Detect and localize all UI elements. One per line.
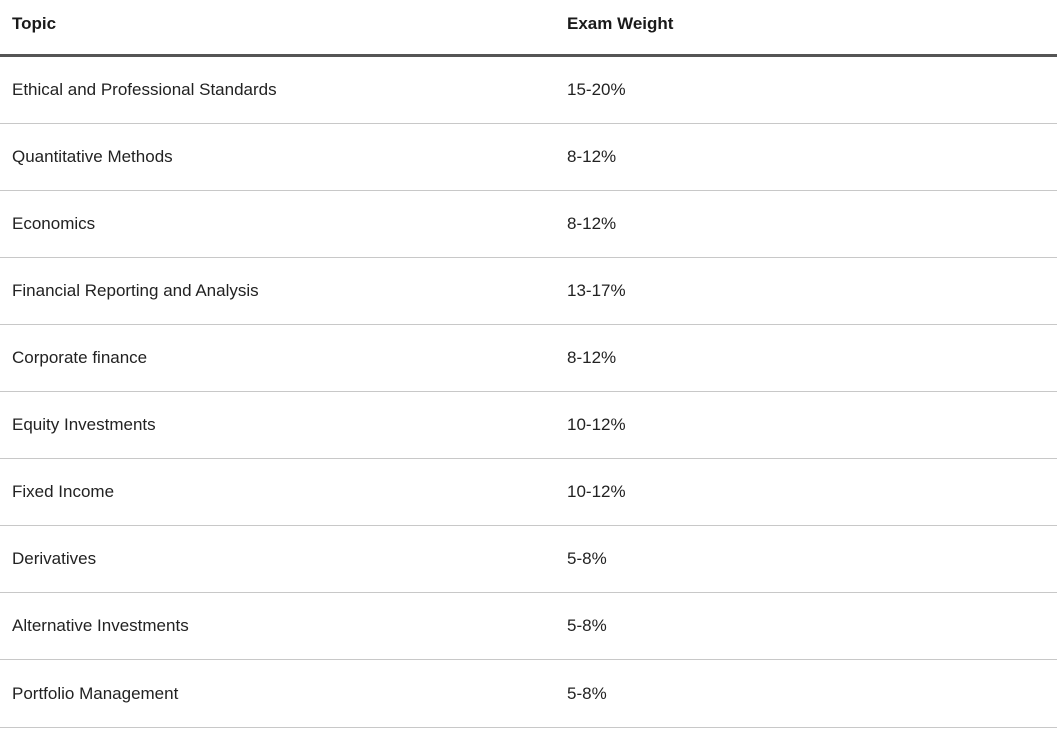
exam-weight-cell: 8-12% [567,348,617,367]
topic-cell: Financial Reporting and Analysis [12,281,259,300]
table-row: Economics 8-12% [0,191,1057,258]
exam-weight-cell: 8-12% [567,147,617,166]
exam-weight-cell: 15-20% [567,80,626,99]
table-row: Fixed Income 10-12% [0,459,1057,526]
topic-cell: Fixed Income [12,482,115,501]
table-row: Quantitative Methods 8-12% [0,124,1057,191]
topic-cell: Portfolio Management [12,683,179,703]
exam-weight-cell: 10-12% [567,482,626,501]
table-row: Alternative Investments 5-8% [0,593,1057,660]
table-header-row: Topic Exam Weight [0,0,1057,57]
topic-cell: Quantitative Methods [12,147,173,166]
exam-weight-cell: 8-12% [567,214,617,233]
exam-weight-cell: 13-17% [567,281,626,300]
table-row: Equity Investments 10-12% [0,392,1057,459]
topic-cell: Alternative Investments [12,616,189,635]
topic-cell: Corporate finance [12,348,148,367]
table-row: Portfolio Management 5-8% [0,660,1057,728]
topic-cell: Ethical and Professional Standards [12,80,277,99]
column-header-topic: Topic [12,14,57,33]
table-row: Corporate finance 8-12% [0,325,1057,392]
exam-weight-cell: 5-8% [567,683,607,703]
exam-weight-cell: 10-12% [567,415,626,434]
table-row: Ethical and Professional Standards 15-20… [0,57,1057,124]
exam-weight-cell: 5-8% [567,549,607,568]
table-row: Financial Reporting and Analysis 13-17% [0,258,1057,325]
table-row: Derivatives 5-8% [0,526,1057,593]
exam-weight-cell: 5-8% [567,616,607,635]
topic-cell: Economics [12,214,96,233]
topic-cell: Equity Investments [12,415,156,434]
topic-cell: Derivatives [12,549,97,568]
column-header-exam-weight: Exam Weight [567,14,674,33]
